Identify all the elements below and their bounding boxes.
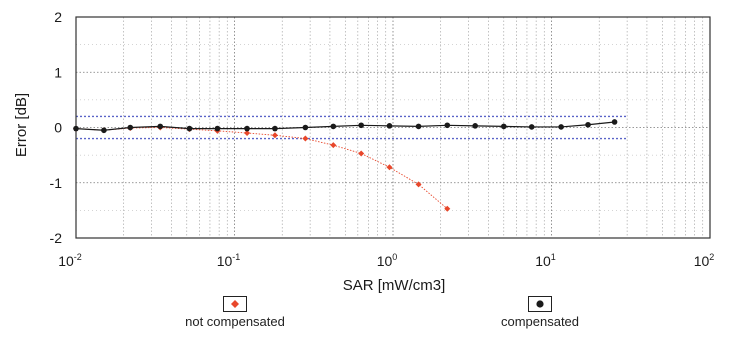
y-axis-label: Error [dB]	[13, 93, 30, 157]
series	[73, 119, 618, 212]
data-point-compensated	[73, 125, 79, 132]
y-tick-label: 1	[54, 64, 62, 80]
data-point-compensated	[358, 122, 364, 129]
data-point-not-compensated	[244, 130, 251, 137]
data-point-compensated	[611, 119, 618, 125]
legend-label-not-compensated: not compensated	[185, 314, 285, 329]
y-tick-label: -2	[50, 230, 63, 246]
data-point-not-compensated	[330, 142, 337, 149]
data-point-compensated	[101, 127, 107, 134]
data-point-compensated	[186, 125, 193, 132]
x-tick-label: 102	[694, 252, 715, 269]
y-tick-label: 2	[54, 9, 62, 25]
data-point-not-compensated	[358, 150, 365, 157]
data-point-compensated	[528, 124, 535, 130]
data-point-not-compensated	[302, 135, 309, 142]
data-point-not-compensated	[271, 132, 278, 139]
data-point-compensated	[415, 123, 422, 130]
data-point-compensated	[585, 121, 591, 128]
data-point-compensated	[386, 123, 393, 129]
x-tick-label: 100	[377, 252, 398, 269]
x-tick-label: 10-2	[58, 252, 82, 269]
series-line-compensated	[75, 121, 615, 131]
x-tick-label: 10-1	[217, 252, 241, 269]
x-tick-label: 101	[535, 252, 556, 269]
y-tick-labels: 2 1 0 -1 -2	[50, 9, 63, 246]
data-point-not-compensated	[444, 205, 451, 212]
data-point-compensated	[127, 124, 134, 131]
data-point-compensated	[244, 125, 250, 132]
data-point-compensated	[330, 123, 337, 130]
data-point-not-compensated	[415, 181, 422, 188]
data-point-compensated	[558, 124, 564, 130]
data-point-not-compensated	[386, 164, 393, 171]
y-tick-label: -1	[50, 175, 63, 191]
data-point-compensated	[444, 122, 451, 129]
legend-label-compensated: compensated	[500, 314, 580, 329]
legend-item-not-compensated: not compensated	[160, 296, 310, 329]
circle-marker-icon	[528, 296, 552, 312]
data-point-compensated	[302, 124, 309, 131]
x-tick-labels: 10-2 10-1 100 101 102	[58, 252, 714, 269]
data-point-compensated	[272, 125, 278, 132]
x-axis-label: SAR [mW/cm3]	[343, 277, 446, 294]
legend-item-compensated: compensated	[480, 296, 600, 329]
data-point-compensated	[214, 125, 221, 132]
diamond-marker-icon	[223, 296, 247, 312]
data-point-compensated	[472, 123, 478, 129]
data-point-compensated	[500, 123, 507, 130]
y-tick-label: 0	[54, 120, 62, 136]
data-point-compensated	[157, 123, 164, 130]
